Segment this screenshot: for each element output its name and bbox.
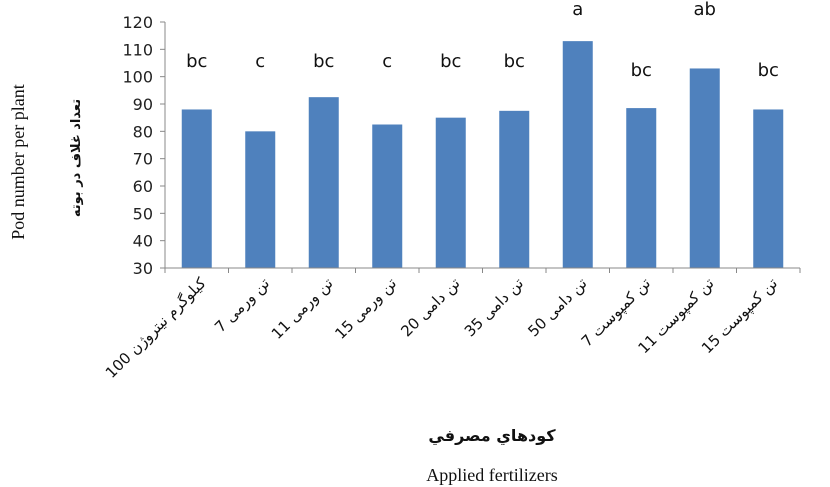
category-label: 50 تن دامی <box>524 274 590 340</box>
significance-letter: ab <box>694 0 716 20</box>
y-tick-label: 70 <box>133 150 153 169</box>
x-axis-label-persian: كودهاي مصرفي <box>428 426 556 446</box>
y-tick-label: 110 <box>122 40 153 59</box>
y-tick-label: 90 <box>133 95 153 114</box>
significance-letter: bc <box>758 60 779 81</box>
y-axis-label-persian: تعداد غلاف در بوته <box>69 99 84 217</box>
significance-letter: bc <box>504 51 525 72</box>
bars-group <box>181 41 784 269</box>
bar <box>181 109 212 268</box>
bar <box>626 108 657 268</box>
y-tick-label: 30 <box>133 259 153 278</box>
significance-labels-group: bc c bc c bc bc a bc ab bc <box>186 0 779 81</box>
significance-letter: bc <box>440 51 461 72</box>
significance-letter: bc <box>631 60 652 81</box>
y-axis-label-english: Pod number per plant <box>8 84 28 239</box>
significance-letter: bc <box>313 51 334 72</box>
bar <box>372 124 403 268</box>
bar <box>435 117 466 269</box>
bar <box>562 41 593 269</box>
x-ticks-group <box>164 268 801 273</box>
bar <box>499 110 530 268</box>
y-tick-label: 80 <box>133 122 153 141</box>
y-tick-label: 100 <box>122 68 153 87</box>
significance-letter: a <box>572 0 583 20</box>
significance-letter: bc <box>186 51 207 72</box>
y-tick-label: 50 <box>133 204 153 223</box>
category-label: 100 کیلوگرم نیتروژن <box>102 274 210 382</box>
bar <box>689 68 720 268</box>
bar <box>308 97 339 269</box>
bar <box>753 109 784 268</box>
x-axis-label-english: Applied fertilizers <box>426 465 557 485</box>
y-tick-label: 120 <box>122 13 153 32</box>
bar <box>245 131 276 268</box>
category-label: 11 تن ورمی <box>268 274 337 343</box>
y-tick-label: 40 <box>133 232 153 251</box>
category-label: 20 تن دامی <box>397 274 463 340</box>
significance-letter: c <box>255 51 265 72</box>
category-label: 15 تن ورمی <box>331 274 400 343</box>
category-label: 7 تن ورمی <box>211 274 273 336</box>
significance-letter: c <box>382 51 392 72</box>
y-tick-label: 60 <box>133 177 153 196</box>
y-ticks-group: 30 40 50 60 70 80 90 100 110 120 <box>122 13 165 278</box>
category-label: 35 تن دامی <box>461 274 527 340</box>
